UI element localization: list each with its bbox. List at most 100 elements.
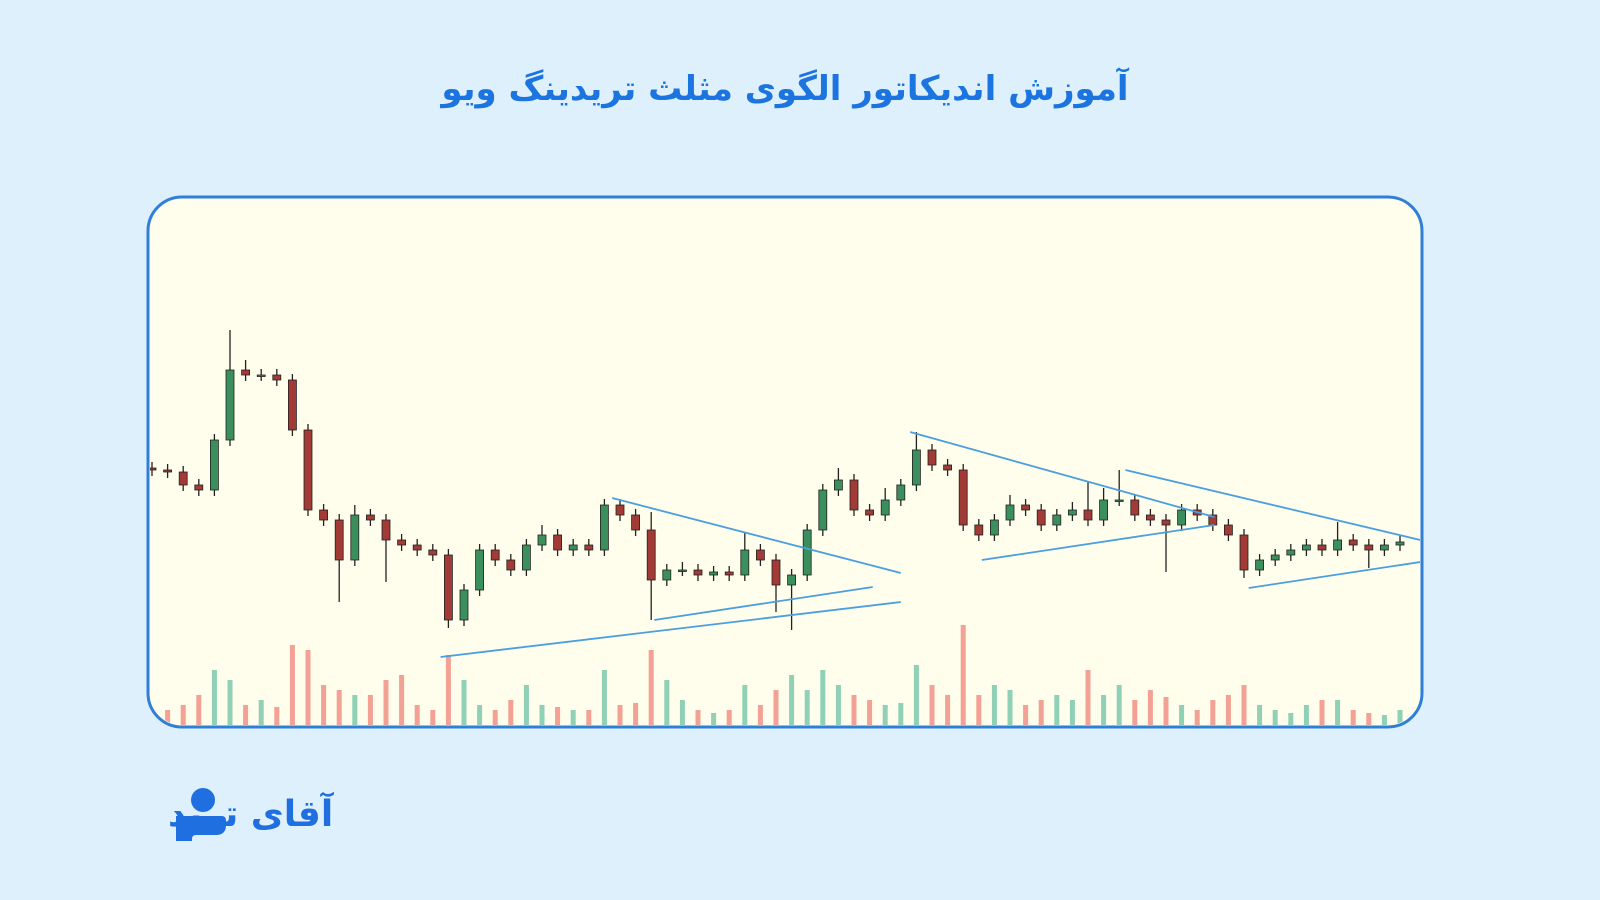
candle-body (1255, 559, 1264, 571)
candle-body (1270, 554, 1280, 561)
volume-bar (1023, 705, 1029, 725)
volume-bar (820, 670, 826, 725)
volume-bar (399, 675, 405, 725)
volume-bar (1194, 710, 1200, 725)
candle-body (802, 529, 812, 576)
volume-bar (1038, 700, 1044, 725)
volume-bar (586, 710, 592, 725)
volume-bar (773, 690, 779, 725)
volume-bar (757, 705, 763, 725)
candle-body (194, 484, 204, 491)
candle-body (225, 369, 235, 441)
candle-body (1052, 514, 1062, 526)
chart-frame (146, 195, 1424, 729)
candle-body (490, 549, 500, 561)
volume-bar (211, 670, 217, 725)
logo-head (191, 788, 215, 812)
candle-body (709, 571, 718, 576)
logo-text: آقای ترید (168, 791, 335, 835)
volume-bar (196, 695, 202, 725)
candle-body (834, 479, 843, 491)
volume-bar (1241, 685, 1247, 725)
candle-body (1239, 534, 1249, 571)
volume-bar (289, 645, 295, 725)
candle-body (1302, 544, 1311, 551)
volume-bar (243, 705, 249, 725)
candle-body (1099, 499, 1108, 521)
volume-bar (1225, 695, 1231, 725)
volume-bar (835, 685, 841, 725)
candle-body (787, 574, 796, 586)
candle-body (397, 539, 407, 546)
candle-body (990, 519, 999, 536)
volume-bar (711, 713, 717, 725)
candle-body (365, 514, 375, 521)
candle-body (1380, 544, 1389, 551)
candle-body (1224, 524, 1233, 536)
volume-bar (1257, 705, 1263, 725)
trendline (611, 497, 902, 574)
trendline (1248, 561, 1420, 589)
candle-body (896, 484, 906, 501)
volume-bar (695, 710, 701, 725)
volume-bar (1101, 695, 1107, 725)
trendline (440, 601, 901, 658)
candle-body (880, 499, 890, 516)
volume-bar (601, 670, 607, 725)
volume-bar (648, 650, 654, 725)
volume-bar (336, 690, 342, 725)
volume-bar (789, 675, 795, 725)
candle-body (1364, 544, 1374, 551)
volume-bar (227, 680, 233, 725)
volume-bar (1350, 710, 1356, 725)
candle-body (428, 549, 438, 556)
volume-bar (664, 680, 670, 725)
volume-bar (352, 695, 358, 725)
logo-body (176, 816, 226, 841)
candle-body (584, 544, 594, 551)
volume-bar (1054, 695, 1060, 725)
volume-bar (851, 695, 857, 725)
volume-bar (274, 707, 280, 725)
volume-bar (913, 665, 919, 725)
candle-body (537, 534, 547, 546)
volume-bar (679, 700, 685, 725)
volume-bar (1288, 713, 1294, 725)
candle-body (1130, 499, 1140, 516)
candle-body (724, 571, 734, 576)
volume-bar (492, 710, 498, 725)
candle-body (506, 559, 516, 571)
candle-body (615, 504, 625, 516)
volume-bar (539, 705, 545, 725)
trendline (1125, 469, 1420, 541)
candle-body (849, 479, 859, 511)
volume-bar (1272, 710, 1278, 725)
volume-bar (1132, 700, 1138, 725)
page-title: آموزش اندیکاتور الگوی مثلث تریدینگ ویو (439, 67, 1130, 109)
volume-bar (461, 680, 467, 725)
volume-bar (726, 710, 732, 725)
volume-bar (150, 713, 155, 725)
candle-body (1114, 499, 1124, 502)
volume-bar (960, 625, 966, 725)
volume-bar (570, 710, 576, 725)
candle-body (693, 569, 703, 576)
volume-bar (633, 703, 639, 725)
candle-body (553, 534, 562, 551)
logo: آقای ترید (168, 788, 335, 841)
volume-bar (477, 705, 483, 725)
candle-body (1317, 544, 1327, 551)
trendline (909, 431, 1215, 518)
volume-bar (742, 685, 748, 725)
volume-bar (1069, 700, 1075, 725)
volume-bar (414, 705, 420, 725)
candle-body (912, 449, 921, 486)
candle-body (303, 429, 313, 511)
volume-bar (1210, 700, 1216, 725)
trendline (654, 586, 873, 621)
volume-bar (1303, 705, 1309, 725)
candle-body (1146, 514, 1155, 521)
candle-body (974, 524, 984, 536)
candle-body (1348, 539, 1358, 546)
